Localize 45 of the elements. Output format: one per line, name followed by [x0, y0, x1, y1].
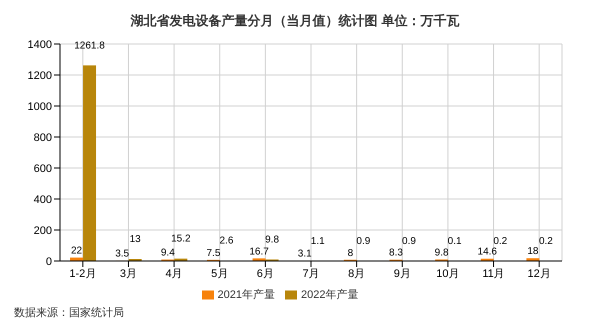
chart-title: 湖北省发电设备产量分月（当月值）统计图 单位：万千瓦 — [130, 12, 460, 30]
data-label: 1261.8 — [74, 40, 106, 52]
x-tick-label: 3月 — [120, 268, 138, 280]
y-tick-label: 400 — [34, 194, 52, 206]
x-tick-label: 8月 — [348, 268, 366, 280]
x-tick-label: 6月 — [256, 268, 274, 280]
y-tick-label: 200 — [34, 224, 52, 237]
data-label: 0.1 — [448, 236, 462, 247]
x-tick-label: 4月 — [166, 268, 183, 280]
data-label: 14.6 — [478, 246, 498, 258]
y-tick-label: 0 — [46, 256, 52, 268]
data-label: 13 — [130, 234, 142, 245]
data-label: 1.1 — [310, 236, 326, 247]
source-note: 数据来源：国家统计局 — [14, 306, 124, 320]
data-label: 9.8 — [265, 234, 280, 246]
y-tick-label: 800 — [34, 132, 52, 144]
data-label: 3.1 — [298, 248, 312, 260]
data-label: 2.6 — [219, 236, 234, 247]
x-tick-label: 9月 — [394, 268, 411, 280]
y-tick-label: 1400 — [28, 38, 52, 51]
data-label: 0.2 — [493, 236, 508, 247]
x-tick-label: 5月 — [211, 268, 228, 280]
y-tick-label: 1000 — [28, 100, 52, 113]
data-label: 0.9 — [402, 236, 416, 247]
data-label: 0.9 — [356, 236, 371, 247]
data-label: 3.5 — [115, 248, 130, 260]
data-label: 8 — [348, 248, 354, 259]
legend-label: 2021年产量 — [218, 289, 275, 301]
data-label: 16.7 — [249, 246, 270, 258]
data-label: 7.5 — [206, 248, 221, 259]
data-label: 8.3 — [389, 248, 404, 259]
data-label: 9.8 — [434, 247, 450, 258]
x-tick-label: 10月 — [436, 268, 460, 280]
x-tick-label: 7月 — [302, 268, 320, 280]
y-tick-label: 600 — [34, 162, 52, 175]
x-tick-label: 1-2月 — [69, 268, 96, 280]
data-label: 15.2 — [171, 234, 191, 245]
y-tick-label: 1200 — [28, 70, 52, 82]
x-tick-label: 12月 — [528, 268, 551, 280]
legend-label: 2022年产量 — [301, 289, 358, 301]
x-tick-label: 11月 — [482, 268, 505, 280]
data-label: 0.2 — [538, 236, 554, 247]
data-label: 18 — [527, 246, 539, 258]
data-label: 22 — [70, 246, 83, 257]
data-label: 9.4 — [160, 248, 176, 259]
